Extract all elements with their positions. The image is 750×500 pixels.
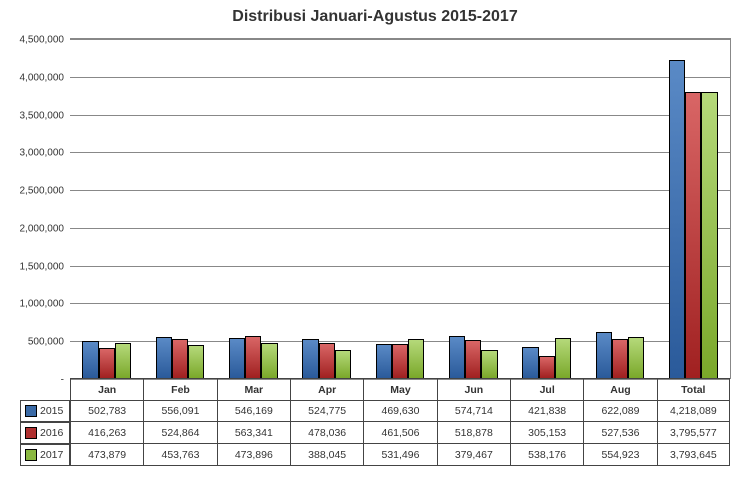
data-cell: 4,218,089 (657, 400, 730, 422)
legend-label: 2015 (40, 405, 63, 417)
bar (408, 339, 424, 379)
bar-group (217, 39, 290, 379)
x-axis-label: Jul (510, 379, 583, 401)
bar-group (363, 39, 436, 379)
legend-label: 2016 (40, 427, 63, 439)
bar (82, 341, 98, 379)
legend-cell: 2015 (20, 400, 70, 422)
data-cell: 3,795,577 (657, 422, 730, 444)
bar (392, 344, 408, 379)
bar (261, 343, 277, 379)
bar (701, 92, 717, 379)
data-cell: 379,467 (437, 444, 510, 466)
bar-group (583, 39, 656, 379)
data-cell: 473,896 (217, 444, 290, 466)
bar (539, 356, 555, 379)
data-cell: 527,536 (583, 422, 656, 444)
bar (188, 345, 204, 379)
bar (628, 337, 644, 379)
legend-cell: 2016 (20, 422, 70, 444)
x-axis-label: Jun (437, 379, 510, 401)
bar-group (437, 39, 510, 379)
data-cell: 473,879 (70, 444, 143, 466)
bar-group (510, 39, 583, 379)
data-cell: 3,793,645 (657, 444, 730, 466)
x-axis-label: Aug (583, 379, 656, 401)
bar (555, 338, 571, 379)
y-axis-label: 500,000 (28, 337, 64, 348)
data-cell: 478,036 (290, 422, 363, 444)
data-cell: 554,923 (583, 444, 656, 466)
data-cell: 563,341 (217, 422, 290, 444)
bar-group (657, 39, 730, 379)
bar (115, 343, 131, 379)
bar (481, 350, 497, 379)
legend-swatch (25, 449, 37, 461)
bar (172, 339, 188, 379)
data-cell: 469,630 (363, 400, 436, 422)
x-axis-label: Feb (143, 379, 216, 401)
x-axis-label: Total (657, 379, 730, 401)
data-table-row: 2017473,879453,763473,896388,045531,4963… (20, 444, 730, 466)
bar-group (143, 39, 216, 379)
bar (229, 338, 245, 379)
bar (245, 336, 261, 379)
data-table-row: 2015 502,783556,091546,169524,775469,6305… (20, 400, 730, 422)
y-axis-label: - (61, 375, 64, 386)
y-axis-label: 3,500,000 (20, 110, 65, 121)
bar (376, 344, 392, 379)
bar-group (70, 39, 143, 379)
y-axis-label: 2,500,000 (20, 186, 65, 197)
y-axis-label: 2,000,000 (20, 223, 65, 234)
legend-swatch (25, 405, 37, 417)
chart-title: Distribusi Januari-Agustus 2015-2017 (0, 0, 750, 34)
legend-label: 2017 (40, 449, 63, 461)
data-cell: 538,176 (510, 444, 583, 466)
y-axis-label: 4,500,000 (20, 35, 65, 46)
bar (449, 336, 465, 379)
bar (669, 60, 685, 379)
bar-group (290, 39, 363, 379)
y-axis-label: 3,000,000 (20, 148, 65, 159)
bar (685, 92, 701, 379)
legend-cell: 2017 (20, 444, 70, 466)
legend-swatch (25, 427, 37, 439)
y-axis-label: 1,500,000 (20, 261, 65, 272)
bar (522, 347, 538, 379)
data-cell: 531,496 (363, 444, 436, 466)
data-cell: 556,091 (143, 400, 216, 422)
bar (319, 343, 335, 379)
data-table-row: 2016416,263524,864563,341478,036461,5065… (20, 422, 730, 444)
x-axis-label: Apr (290, 379, 363, 401)
data-cell: 524,864 (143, 422, 216, 444)
plot-area: -500,0001,000,0001,500,0002,000,0002,500… (70, 38, 731, 379)
bar (156, 337, 172, 379)
bar (335, 350, 351, 379)
bar (596, 332, 612, 379)
data-cell: 518,878 (437, 422, 510, 444)
data-cell: 421,838 (510, 400, 583, 422)
data-cell: 574,714 (437, 400, 510, 422)
data-cell: 453,763 (143, 444, 216, 466)
data-cell: 461,506 (363, 422, 436, 444)
y-axis-label: 1,000,000 (20, 299, 65, 310)
data-cell: 622,089 (583, 400, 656, 422)
data-cell: 546,169 (217, 400, 290, 422)
data-cell: 388,045 (290, 444, 363, 466)
bar (99, 348, 115, 379)
bar (465, 340, 481, 379)
x-axis-label: Jan (70, 379, 143, 401)
x-axis-label: May (363, 379, 436, 401)
x-axis: JanFebMarAprMayJunJulAugTotal (70, 378, 730, 379)
data-cell: 305,153 (510, 422, 583, 444)
x-axis-label: Mar (217, 379, 290, 401)
chart-container: Distribusi Januari-Agustus 2015-2017 -50… (0, 0, 750, 500)
y-axis-label: 4,000,000 (20, 72, 65, 83)
data-cell: 416,263 (70, 422, 143, 444)
data-cell: 524,775 (290, 400, 363, 422)
bar (302, 339, 318, 379)
data-cell: 502,783 (70, 400, 143, 422)
bar (612, 339, 628, 379)
